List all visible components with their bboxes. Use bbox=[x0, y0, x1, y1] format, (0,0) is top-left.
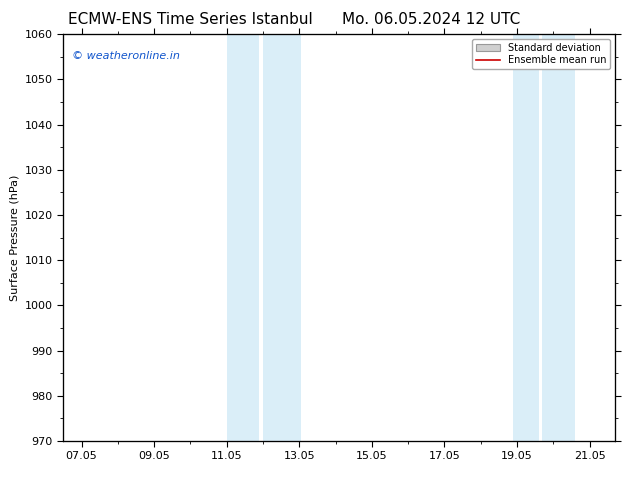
Bar bbox=[263, 34, 301, 441]
Text: ECMW-ENS Time Series Istanbul: ECMW-ENS Time Series Istanbul bbox=[68, 12, 313, 27]
Bar bbox=[543, 34, 575, 441]
Text: © weatheronline.in: © weatheronline.in bbox=[72, 50, 179, 61]
Bar bbox=[227, 34, 259, 441]
Bar bbox=[514, 34, 539, 441]
Y-axis label: Surface Pressure (hPa): Surface Pressure (hPa) bbox=[10, 174, 19, 301]
Legend: Standard deviation, Ensemble mean run: Standard deviation, Ensemble mean run bbox=[472, 39, 610, 69]
Text: Mo. 06.05.2024 12 UTC: Mo. 06.05.2024 12 UTC bbox=[342, 12, 521, 27]
